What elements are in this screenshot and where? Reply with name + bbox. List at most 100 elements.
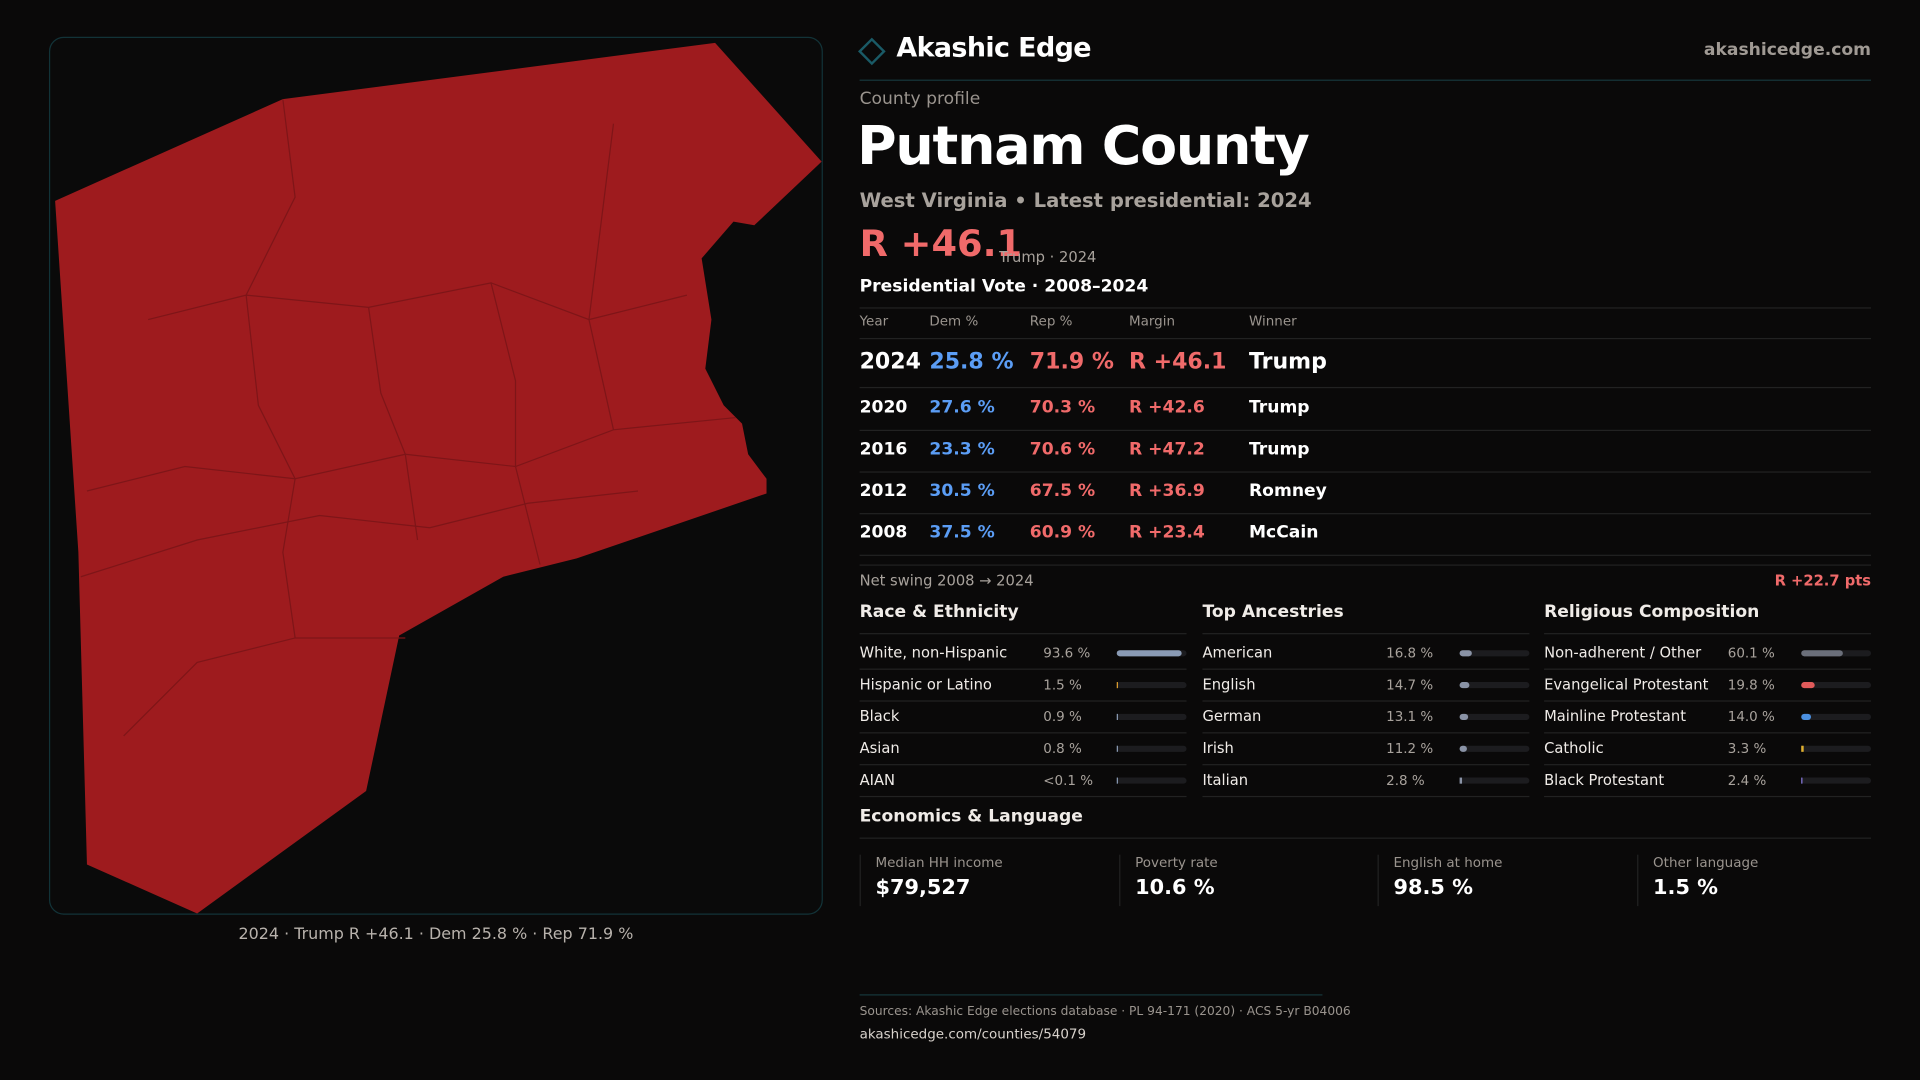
row-label: Mainline Protestant	[1544, 707, 1686, 725]
bar-track	[1116, 650, 1187, 657]
row-divider	[1544, 700, 1872, 702]
row-label: AIAN	[859, 771, 896, 789]
row-value: 14.7 %	[1386, 677, 1434, 694]
table-cell-dem: 27.6 %	[929, 397, 995, 418]
bar-fill	[1116, 745, 1118, 752]
section-title: Race & Ethnicity	[859, 602, 1019, 623]
stat-value: $79,527	[875, 875, 971, 901]
bar-track	[1801, 650, 1872, 657]
row-label: English	[1202, 675, 1256, 694]
row-divider	[859, 429, 1872, 432]
section-title: Top Ancestries	[1202, 602, 1344, 623]
header-divider	[859, 79, 1872, 81]
table-cell-dem: 37.5 %	[929, 522, 995, 543]
bar-fill	[1801, 713, 1811, 721]
section-divider	[1202, 633, 1530, 635]
votes-title: Presidential Vote · 2008–2024	[859, 276, 1149, 297]
row-value: 13.1 %	[1386, 708, 1434, 725]
table-cell-rep: 60.9 %	[1029, 522, 1096, 543]
bar-track	[1459, 777, 1530, 784]
bar-fill	[1459, 745, 1468, 752]
bar-track	[1116, 682, 1187, 689]
row-label: German	[1202, 707, 1262, 725]
row-divider	[1544, 732, 1872, 734]
row-label: Black Protestant	[1544, 771, 1665, 789]
table-cell-rep: 71.9 %	[1029, 348, 1114, 375]
row-value: 93.6 %	[1043, 645, 1091, 662]
bar-fill	[1459, 682, 1470, 689]
row-divider	[1544, 764, 1872, 766]
economics-title: Economics & Language	[859, 806, 1083, 827]
stat-value: 10.6 %	[1135, 875, 1215, 901]
row-value: 11.2 %	[1386, 740, 1434, 757]
sources: Sources: Akashic Edge elections database…	[859, 1005, 1351, 1019]
economics-divider	[859, 837, 1872, 839]
row-value: 0.8 %	[1043, 740, 1082, 757]
row-value: 2.4 %	[1727, 772, 1767, 789]
row-divider	[859, 554, 1872, 556]
net-swing-label: Net swing 2008 → 2024	[859, 571, 1034, 589]
section-title: Religious Composition	[1544, 602, 1760, 623]
bar-fill	[1801, 682, 1816, 689]
table-cell-margin: R +23.4	[1128, 522, 1205, 543]
map-panel[interactable]	[48, 36, 823, 915]
table-cell-year: 2012	[859, 481, 908, 501]
county-shape[interactable]	[55, 42, 822, 914]
row-value: 60.1 %	[1727, 645, 1775, 662]
bar-track	[1116, 777, 1187, 784]
stat-card: Median HH income $79,527	[859, 854, 1118, 907]
row-label: Asian	[859, 739, 900, 757]
stat-card: Other language 1.5 %	[1637, 854, 1895, 907]
bar-fill	[1116, 713, 1118, 721]
table-cell-dem: 30.5 %	[929, 481, 995, 501]
row-divider	[1202, 795, 1530, 798]
site-link[interactable]: akashicedge.com	[1703, 40, 1872, 61]
row-label: Hispanic or Latino	[859, 675, 992, 694]
county-url[interactable]: akashicedge.com/counties/54079	[859, 1026, 1087, 1043]
section-divider	[1544, 633, 1872, 635]
row-label: Catholic	[1544, 739, 1604, 757]
diamond-logo-icon	[857, 37, 886, 66]
table-cell-dem: 23.3 %	[929, 439, 995, 460]
footer-divider	[859, 994, 1323, 996]
table-cell-dem: 25.8 %	[929, 348, 1014, 375]
table-cell-margin: R +46.1	[1128, 348, 1227, 375]
stat-card: English at home 98.5 %	[1377, 854, 1636, 907]
margin-note: Trump · 2024	[999, 248, 1097, 266]
county-map[interactable]	[50, 38, 823, 915]
brand-name: Akashic Edge	[896, 33, 1091, 64]
row-label: White, non-Hispanic	[859, 644, 1008, 662]
bar-track	[1459, 745, 1530, 752]
bar-fill	[1459, 713, 1469, 721]
table-top-divider	[859, 307, 1872, 309]
row-label: Evangelical Protestant	[1544, 675, 1709, 694]
bar-track	[1801, 745, 1872, 752]
row-value: 2.8 %	[1386, 772, 1425, 789]
row-label: Non-adherent / Other	[1544, 644, 1702, 662]
bar-fill	[1116, 650, 1183, 657]
row-value: 1.5 %	[1043, 677, 1082, 694]
column-header: Rep %	[1029, 313, 1073, 330]
row-label: Irish	[1202, 739, 1234, 757]
bar-track	[1459, 713, 1530, 721]
table-cell-winner: McCain	[1248, 522, 1319, 543]
table-cell-margin: R +47.2	[1128, 439, 1205, 460]
bar-track	[1459, 682, 1530, 689]
row-divider	[859, 471, 1872, 473]
bar-fill	[1116, 682, 1118, 689]
row-label: Italian	[1202, 771, 1249, 789]
stat-value: 1.5 %	[1653, 875, 1719, 901]
row-value: 0.9 %	[1043, 708, 1082, 725]
row-divider	[1202, 700, 1530, 702]
bar-fill	[1116, 777, 1118, 784]
bar-track	[1801, 682, 1872, 689]
row-divider	[1202, 764, 1530, 766]
table-cell-year: 2016	[859, 439, 908, 460]
bar-fill	[1801, 777, 1803, 784]
row-divider	[1202, 732, 1530, 734]
table-cell-winner: Romney	[1248, 481, 1327, 501]
row-divider	[1544, 795, 1872, 798]
bar-fill	[1459, 650, 1472, 657]
table-cell-year: 2008	[859, 522, 908, 543]
bar-fill	[1801, 650, 1844, 657]
